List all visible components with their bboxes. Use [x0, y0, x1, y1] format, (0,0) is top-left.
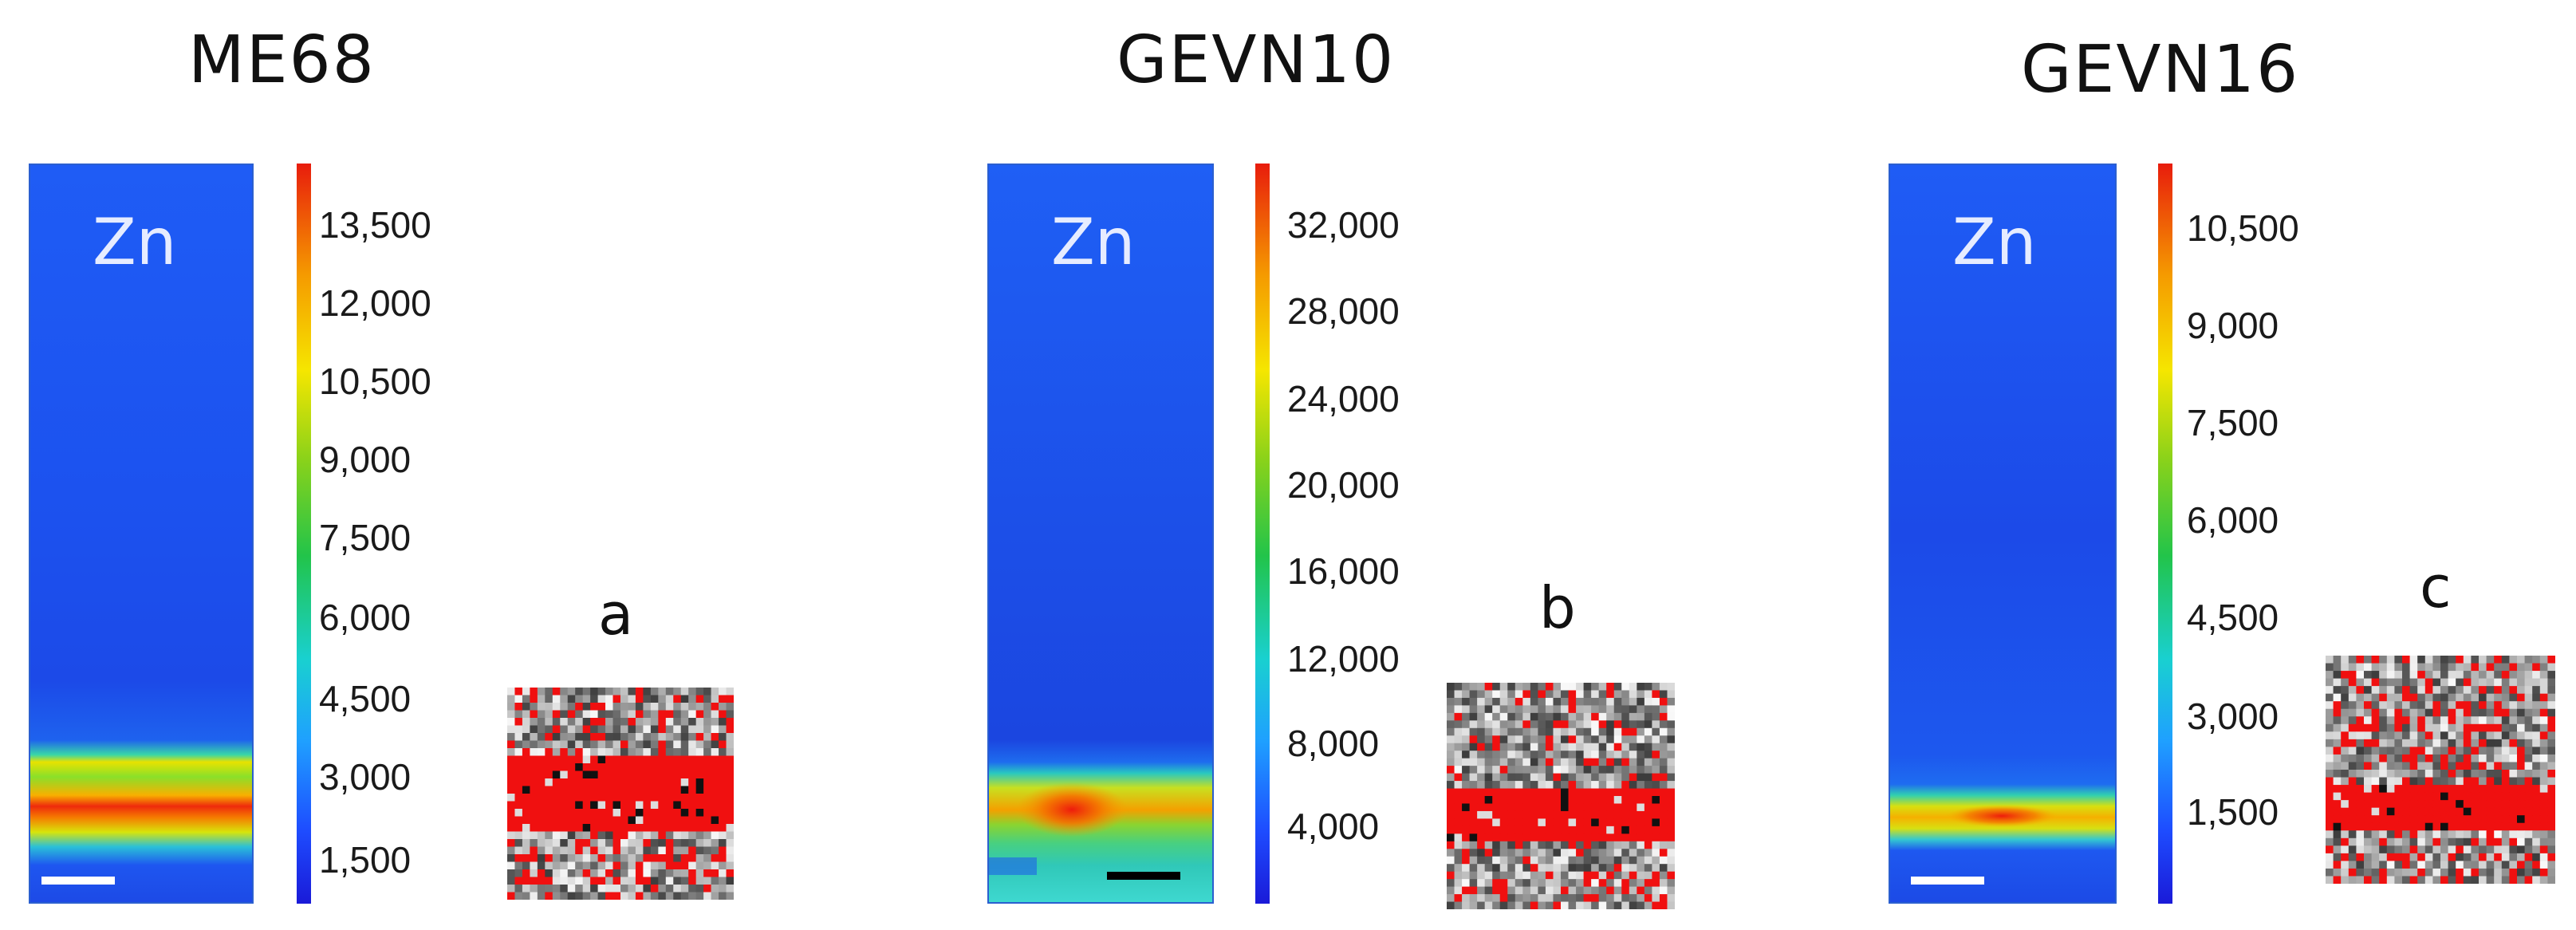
- scale-bar: [1911, 877, 1984, 885]
- inset-pixel-map: [507, 688, 735, 900]
- colorbar-tick: 3,000: [319, 756, 412, 798]
- colorbar-tick: 9,000: [319, 439, 412, 480]
- inset-image: [2326, 656, 2556, 885]
- panel-title: GEVN10: [1117, 22, 1396, 98]
- panel-letter: a: [598, 581, 634, 648]
- zn-map: Zn: [987, 164, 1214, 904]
- heatmap-image: [989, 165, 1212, 902]
- element-label: Zn: [93, 205, 177, 279]
- colorbar-tick: 24,000: [1287, 378, 1400, 420]
- panel-letter: c: [2420, 554, 2452, 621]
- zn-map: Zn: [29, 164, 254, 904]
- panel-title: ME68: [188, 22, 376, 98]
- colorbar-tick: 3,000: [2187, 696, 2279, 737]
- scale-bar: [1107, 872, 1180, 880]
- colorbar-tick: 4,500: [2187, 597, 2279, 638]
- panel-title: GEVN16: [2021, 32, 2300, 108]
- colorbar: [297, 164, 311, 904]
- colorbar-tick: 12,000: [319, 282, 431, 324]
- colorbar-tick: 8,000: [1287, 723, 1380, 764]
- colorbar-tick: 16,000: [1287, 550, 1400, 592]
- colorbar-tick: 9,000: [2187, 305, 2279, 346]
- colorbar: [1255, 164, 1270, 904]
- colorbar-tick: 7,500: [319, 517, 412, 558]
- colorbar-tick: 1,500: [2187, 791, 2279, 833]
- inset-pixel-map: [1447, 683, 1676, 910]
- colorbar-tick: 32,000: [1287, 204, 1400, 246]
- colorbar-tick: 7,500: [2187, 402, 2279, 443]
- heatmap-image: [30, 165, 252, 902]
- colorbar-tick: 1,500: [319, 839, 412, 881]
- colorbar-tick: 12,000: [1287, 638, 1400, 680]
- colorbar-tick: 10,500: [2187, 207, 2299, 249]
- colorbar-tick: 10,500: [319, 361, 431, 402]
- element-label: Zn: [1051, 205, 1136, 279]
- colorbar-tick: 28,000: [1287, 290, 1400, 332]
- heatmap-image: [1890, 165, 2115, 902]
- inset-pixel-map: [2326, 656, 2556, 885]
- colorbar-tick: 20,000: [1287, 464, 1400, 506]
- colorbar-tick: 6,000: [2187, 499, 2279, 541]
- colorbar: [2158, 164, 2172, 904]
- inset-image: [507, 688, 735, 900]
- panel-letter: b: [1539, 574, 1576, 641]
- colorbar-tick: 6,000: [319, 597, 412, 638]
- colorbar-tick: 4,000: [1287, 806, 1380, 847]
- zn-map: Zn: [1889, 164, 2117, 904]
- inset-image: [1447, 683, 1676, 910]
- scale-bar: [41, 877, 115, 885]
- element-label: Zn: [1952, 205, 2037, 279]
- colorbar-tick: 13,500: [319, 204, 431, 246]
- colorbar-tick: 4,500: [319, 678, 412, 719]
